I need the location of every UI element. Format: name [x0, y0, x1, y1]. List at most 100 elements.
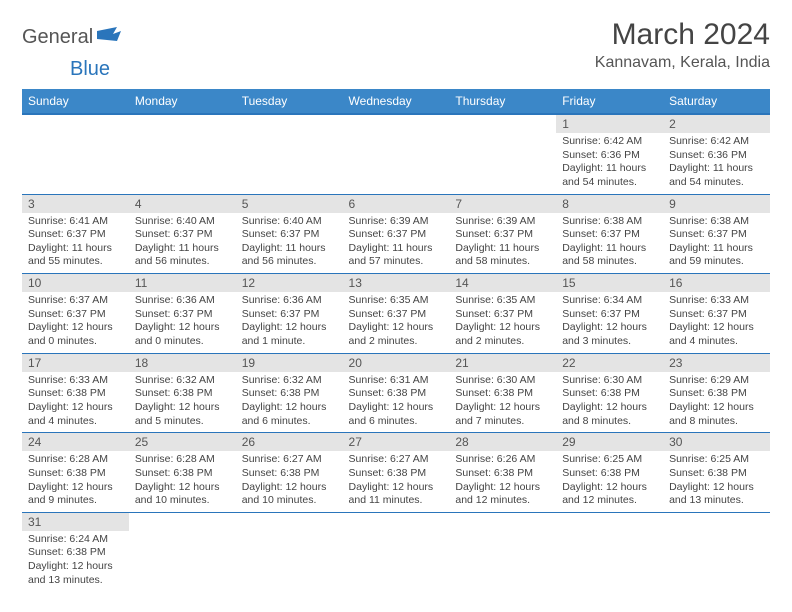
day-header: Thursday	[449, 89, 556, 114]
calendar-cell: 29Sunrise: 6:25 AMSunset: 6:38 PMDayligh…	[556, 433, 663, 513]
brand-text-general: General	[22, 26, 93, 49]
calendar-cell: 9Sunrise: 6:38 AMSunset: 6:37 PMDaylight…	[663, 194, 770, 274]
day-number: 10	[22, 274, 129, 292]
brand-flag-icon	[97, 27, 121, 45]
day-details: Sunrise: 6:36 AMSunset: 6:37 PMDaylight:…	[236, 292, 343, 353]
calendar-cell: 25Sunrise: 6:28 AMSunset: 6:38 PMDayligh…	[129, 433, 236, 513]
day-number: 4	[129, 195, 236, 213]
day-number: 14	[449, 274, 556, 292]
day-number: 8	[556, 195, 663, 213]
brand-logo: General	[22, 18, 99, 49]
day-header: Tuesday	[236, 89, 343, 114]
calendar-cell: 8Sunrise: 6:38 AMSunset: 6:37 PMDaylight…	[556, 194, 663, 274]
day-details: Sunrise: 6:35 AMSunset: 6:37 PMDaylight:…	[343, 292, 450, 353]
calendar-cell: 12Sunrise: 6:36 AMSunset: 6:37 PMDayligh…	[236, 274, 343, 354]
calendar-cell: 21Sunrise: 6:30 AMSunset: 6:38 PMDayligh…	[449, 353, 556, 433]
calendar-cell	[343, 114, 450, 194]
day-details: Sunrise: 6:33 AMSunset: 6:38 PMDaylight:…	[22, 372, 129, 433]
calendar-cell: 6Sunrise: 6:39 AMSunset: 6:37 PMDaylight…	[343, 194, 450, 274]
day-details: Sunrise: 6:38 AMSunset: 6:37 PMDaylight:…	[663, 213, 770, 274]
day-header: Friday	[556, 89, 663, 114]
day-details: Sunrise: 6:36 AMSunset: 6:37 PMDaylight:…	[129, 292, 236, 353]
day-number: 20	[343, 354, 450, 372]
day-details: Sunrise: 6:27 AMSunset: 6:38 PMDaylight:…	[343, 451, 450, 512]
day-header: Monday	[129, 89, 236, 114]
day-number: 17	[22, 354, 129, 372]
calendar-header: SundayMondayTuesdayWednesdayThursdayFrid…	[22, 89, 770, 114]
calendar-cell: 30Sunrise: 6:25 AMSunset: 6:38 PMDayligh…	[663, 433, 770, 513]
calendar-cell	[236, 114, 343, 194]
day-number: 15	[556, 274, 663, 292]
day-number: 22	[556, 354, 663, 372]
calendar-cell: 20Sunrise: 6:31 AMSunset: 6:38 PMDayligh…	[343, 353, 450, 433]
calendar-cell: 22Sunrise: 6:30 AMSunset: 6:38 PMDayligh…	[556, 353, 663, 433]
day-details: Sunrise: 6:27 AMSunset: 6:38 PMDaylight:…	[236, 451, 343, 512]
day-number: 9	[663, 195, 770, 213]
brand-text-blue: Blue	[70, 58, 792, 81]
day-details: Sunrise: 6:30 AMSunset: 6:38 PMDaylight:…	[449, 372, 556, 433]
day-details: Sunrise: 6:26 AMSunset: 6:38 PMDaylight:…	[449, 451, 556, 512]
day-number: 31	[22, 513, 129, 531]
day-number: 13	[343, 274, 450, 292]
calendar-cell: 17Sunrise: 6:33 AMSunset: 6:38 PMDayligh…	[22, 353, 129, 433]
calendar-cell: 28Sunrise: 6:26 AMSunset: 6:38 PMDayligh…	[449, 433, 556, 513]
calendar-table: SundayMondayTuesdayWednesdayThursdayFrid…	[22, 89, 770, 591]
calendar-cell: 11Sunrise: 6:36 AMSunset: 6:37 PMDayligh…	[129, 274, 236, 354]
day-details: Sunrise: 6:25 AMSunset: 6:38 PMDaylight:…	[556, 451, 663, 512]
day-details: Sunrise: 6:42 AMSunset: 6:36 PMDaylight:…	[663, 133, 770, 194]
day-number: 23	[663, 354, 770, 372]
calendar-cell	[449, 512, 556, 591]
day-number: 11	[129, 274, 236, 292]
calendar-cell	[129, 114, 236, 194]
calendar-body: 1Sunrise: 6:42 AMSunset: 6:36 PMDaylight…	[22, 114, 770, 591]
day-details: Sunrise: 6:42 AMSunset: 6:36 PMDaylight:…	[556, 133, 663, 194]
day-number: 25	[129, 433, 236, 451]
day-details: Sunrise: 6:39 AMSunset: 6:37 PMDaylight:…	[343, 213, 450, 274]
calendar-cell	[236, 512, 343, 591]
day-number: 1	[556, 115, 663, 133]
calendar-cell	[556, 512, 663, 591]
day-details: Sunrise: 6:35 AMSunset: 6:37 PMDaylight:…	[449, 292, 556, 353]
calendar-cell: 23Sunrise: 6:29 AMSunset: 6:38 PMDayligh…	[663, 353, 770, 433]
day-details: Sunrise: 6:32 AMSunset: 6:38 PMDaylight:…	[236, 372, 343, 433]
calendar-cell: 2Sunrise: 6:42 AMSunset: 6:36 PMDaylight…	[663, 114, 770, 194]
calendar-cell: 3Sunrise: 6:41 AMSunset: 6:37 PMDaylight…	[22, 194, 129, 274]
day-number: 7	[449, 195, 556, 213]
day-number: 3	[22, 195, 129, 213]
day-number: 26	[236, 433, 343, 451]
day-details: Sunrise: 6:40 AMSunset: 6:37 PMDaylight:…	[236, 213, 343, 274]
day-details: Sunrise: 6:24 AMSunset: 6:38 PMDaylight:…	[22, 531, 129, 592]
day-number: 2	[663, 115, 770, 133]
calendar-cell: 10Sunrise: 6:37 AMSunset: 6:37 PMDayligh…	[22, 274, 129, 354]
day-number: 6	[343, 195, 450, 213]
month-title: March 2024	[595, 18, 770, 52]
calendar-cell	[343, 512, 450, 591]
day-number: 19	[236, 354, 343, 372]
calendar-cell	[129, 512, 236, 591]
day-header: Wednesday	[343, 89, 450, 114]
day-details: Sunrise: 6:37 AMSunset: 6:37 PMDaylight:…	[22, 292, 129, 353]
day-details: Sunrise: 6:32 AMSunset: 6:38 PMDaylight:…	[129, 372, 236, 433]
day-details: Sunrise: 6:31 AMSunset: 6:38 PMDaylight:…	[343, 372, 450, 433]
calendar-cell	[22, 114, 129, 194]
day-details: Sunrise: 6:38 AMSunset: 6:37 PMDaylight:…	[556, 213, 663, 274]
calendar-cell: 26Sunrise: 6:27 AMSunset: 6:38 PMDayligh…	[236, 433, 343, 513]
day-number: 28	[449, 433, 556, 451]
day-number: 18	[129, 354, 236, 372]
day-details: Sunrise: 6:28 AMSunset: 6:38 PMDaylight:…	[129, 451, 236, 512]
day-details: Sunrise: 6:33 AMSunset: 6:37 PMDaylight:…	[663, 292, 770, 353]
day-details: Sunrise: 6:25 AMSunset: 6:38 PMDaylight:…	[663, 451, 770, 512]
day-number: 16	[663, 274, 770, 292]
day-details: Sunrise: 6:41 AMSunset: 6:37 PMDaylight:…	[22, 213, 129, 274]
calendar-cell	[449, 114, 556, 194]
day-number: 27	[343, 433, 450, 451]
calendar-cell: 4Sunrise: 6:40 AMSunset: 6:37 PMDaylight…	[129, 194, 236, 274]
day-number: 29	[556, 433, 663, 451]
calendar-cell: 1Sunrise: 6:42 AMSunset: 6:36 PMDaylight…	[556, 114, 663, 194]
calendar-cell: 27Sunrise: 6:27 AMSunset: 6:38 PMDayligh…	[343, 433, 450, 513]
calendar-cell: 24Sunrise: 6:28 AMSunset: 6:38 PMDayligh…	[22, 433, 129, 513]
day-details: Sunrise: 6:29 AMSunset: 6:38 PMDaylight:…	[663, 372, 770, 433]
calendar-cell: 16Sunrise: 6:33 AMSunset: 6:37 PMDayligh…	[663, 274, 770, 354]
day-number: 24	[22, 433, 129, 451]
calendar-cell: 31Sunrise: 6:24 AMSunset: 6:38 PMDayligh…	[22, 512, 129, 591]
